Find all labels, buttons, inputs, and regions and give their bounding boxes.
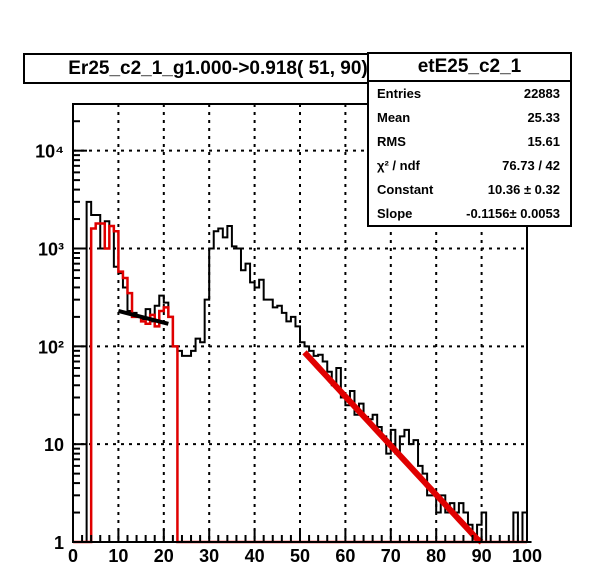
stats-row-slope: Slope -0.1156± 0.0053 bbox=[377, 202, 560, 226]
stats-value: 10.36 ± 0.32 bbox=[487, 182, 560, 197]
fit-lines bbox=[117, 309, 484, 545]
axis-ticks bbox=[72, 103, 528, 543]
y-tick-label: 10² bbox=[38, 337, 64, 357]
stats-label: RMS bbox=[377, 134, 406, 149]
x-tick-label: 40 bbox=[245, 546, 265, 566]
x-tick-label: 70 bbox=[381, 546, 401, 566]
stats-value: 76.73 / 42 bbox=[502, 158, 560, 173]
fit-line-red bbox=[302, 350, 484, 545]
stats-label: Entries bbox=[377, 86, 422, 101]
x-tick-label: 10 bbox=[108, 546, 128, 566]
stats-label: Constant bbox=[377, 182, 434, 197]
y-tick-label: 10⁴ bbox=[35, 142, 64, 162]
x-tick-label: 50 bbox=[290, 546, 310, 566]
chart-title: Er25_c2_1_g1.000->0.918( 51, 90) bbox=[23, 53, 413, 84]
stats-box: etE25_c2_1 Entries 22883 Mean 25.33 RMS … bbox=[367, 52, 572, 227]
stats-label: Slope bbox=[377, 206, 413, 221]
x-axis-tick-labels: 0 10 20 30 40 50 60 70 80 90 100 bbox=[68, 546, 542, 566]
y-tick-label: 10 bbox=[44, 435, 64, 455]
stats-row-chi2: χ² / ndf 76.73 / 42 bbox=[377, 154, 560, 178]
x-tick-label: 80 bbox=[426, 546, 446, 566]
stats-row-mean: Mean 25.33 bbox=[377, 106, 560, 130]
stats-histogram-name: etE25_c2_1 bbox=[369, 54, 570, 82]
stats-label: χ² / ndf bbox=[377, 158, 420, 173]
x-tick-label: 0 bbox=[68, 546, 78, 566]
y-tick-label: 1 bbox=[54, 533, 64, 553]
stats-row-rms: RMS 15.61 bbox=[377, 130, 560, 154]
stats-value: 22883 bbox=[523, 86, 560, 101]
y-tick-label: 10³ bbox=[38, 240, 64, 260]
y-axis-tick-labels: 1 10 10² 10³ 10⁴ bbox=[35, 142, 64, 553]
stats-value: -0.1156± 0.0053 bbox=[466, 206, 560, 221]
stats-value: 15.61 bbox=[527, 134, 560, 149]
x-tick-label: 90 bbox=[472, 546, 492, 566]
x-tick-label: 100 bbox=[512, 546, 542, 566]
fit-line-black bbox=[117, 309, 169, 326]
stats-value: 25.33 bbox=[527, 110, 560, 125]
x-tick-label: 60 bbox=[335, 546, 355, 566]
stats-row-entries: Entries 22883 bbox=[377, 82, 560, 106]
x-tick-label: 30 bbox=[199, 546, 219, 566]
x-tick-label: 20 bbox=[154, 546, 174, 566]
stats-row-constant: Constant 10.36 ± 0.32 bbox=[377, 178, 560, 202]
stats-label: Mean bbox=[377, 110, 411, 125]
